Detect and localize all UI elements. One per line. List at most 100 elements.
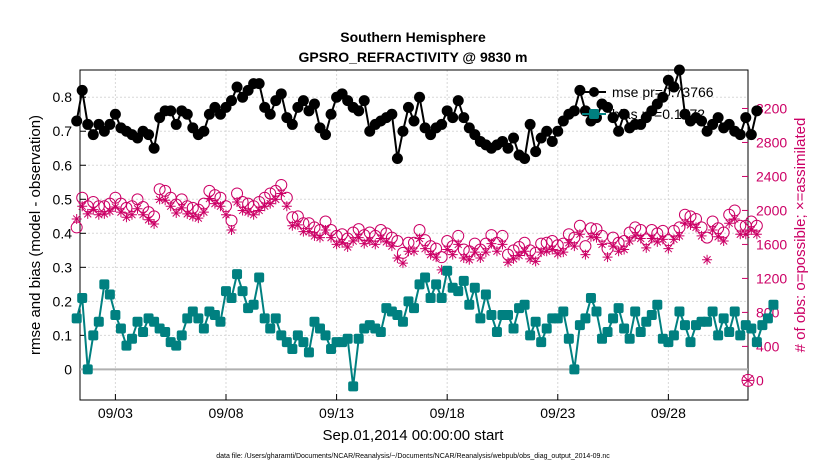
bias-point (248, 299, 259, 310)
bias-point (375, 326, 386, 337)
obs-assimilated-point (348, 236, 359, 247)
rmse-point (574, 84, 586, 96)
bias-point (563, 333, 574, 344)
obs-assimilated-point (503, 257, 514, 268)
bias-point (160, 326, 171, 337)
obs-assimilated-point (497, 239, 508, 250)
bias-point (320, 330, 331, 341)
bias-point (475, 313, 486, 324)
obs-assimilated-point (425, 249, 436, 260)
bias-point (265, 323, 276, 334)
obs-assimilated-point (563, 237, 574, 248)
bias-point (602, 326, 613, 337)
obs-assimilated-point (691, 222, 702, 233)
obs-assimilated-point (99, 208, 110, 219)
y-tick-label: 0.2 (53, 293, 73, 309)
rmse-point (264, 108, 276, 120)
bias-point (508, 323, 519, 334)
obs-assimilated-point (613, 246, 624, 257)
obs-assimilated-point (381, 236, 392, 247)
obs-assimilated-point (751, 229, 762, 240)
bias-point (442, 265, 453, 276)
obs-assimilated-point (143, 214, 154, 225)
obs-assimilated-point (187, 211, 198, 222)
rmse-point (109, 108, 121, 120)
obs-assimilated-point (403, 246, 414, 257)
obs-assimilated-point (392, 253, 403, 264)
y-tick-label: 0.1 (53, 327, 73, 343)
obs-assimilated-point (718, 236, 729, 247)
bias-point (104, 289, 115, 300)
rmse-point (673, 64, 685, 76)
obs-assimilated-point (491, 246, 502, 257)
rmse-point (568, 105, 580, 117)
bias-point (668, 330, 679, 341)
obs-assimilated-point (724, 218, 735, 229)
rmse-point (308, 98, 320, 110)
rmse-point (358, 95, 370, 107)
bias-point (729, 306, 740, 317)
obs-assimilated-point (314, 232, 325, 243)
obs-assimilated-point (104, 206, 115, 217)
series-rmse (71, 64, 763, 164)
bias-point (569, 364, 580, 375)
obs-assimilated-point (547, 244, 558, 255)
obs-assimilated-point (320, 224, 331, 235)
obs-assimilated-point (132, 203, 143, 214)
bias-point (591, 306, 602, 317)
bias-point (409, 303, 419, 314)
obs-assimilated-point (386, 241, 397, 252)
bias-point (132, 316, 143, 327)
obs-assimilated-point (641, 242, 652, 253)
y2-tick-label: 2400 (756, 168, 787, 184)
series-bias (71, 265, 779, 392)
obs-assimilated-point (420, 243, 431, 254)
rmse-point (447, 112, 459, 124)
bias-point (82, 364, 93, 375)
bias-point (342, 333, 353, 344)
obs-assimilated-point (326, 232, 337, 243)
bias-point (298, 337, 309, 348)
obs-assimilated-point (657, 234, 668, 245)
bias-point (193, 313, 204, 324)
y-tick-label: 0.7 (53, 123, 73, 139)
bias-point (348, 381, 359, 392)
rmse-point (745, 129, 757, 141)
rmse-point (353, 105, 365, 117)
obs-assimilated-point (602, 252, 613, 263)
bias-point (397, 316, 408, 327)
obs-assimilated-point (663, 243, 674, 254)
obs-assimilated-point (646, 233, 657, 244)
bias-point (608, 313, 619, 324)
obs-assimilated-point (370, 239, 381, 250)
y-axis-ticks: 0 0.1 0.2 0.3 0.4 0.5 0.6 0.7 0.8 (53, 89, 86, 377)
bias-point (525, 330, 536, 341)
bias-point (99, 279, 110, 290)
obs-assimilated-point (298, 226, 309, 237)
obs-assimilated-point (409, 246, 419, 257)
bias-point (685, 337, 696, 348)
series-obs-assimilated (71, 188, 762, 275)
bias-point (303, 347, 314, 358)
obs-assimilated-point (469, 247, 480, 258)
bias-point (724, 326, 735, 337)
bias-point (270, 313, 281, 324)
bias-point (630, 306, 641, 317)
bias-point (679, 320, 690, 331)
obs-assimilated-point (514, 250, 525, 261)
bias-point (768, 299, 779, 310)
bias-point (115, 323, 126, 334)
obs-assimilated-point (591, 232, 602, 243)
obs-assimilated-point (525, 253, 536, 264)
rmse-point (170, 118, 182, 130)
bias-point (624, 333, 635, 344)
rmse-point (71, 115, 83, 127)
bias-point (237, 286, 248, 297)
obs-assimilated-point (486, 238, 497, 249)
obs-assimilated-point (126, 209, 137, 220)
obs-assimilated-point (149, 219, 160, 230)
obs-assimilated-point (519, 246, 530, 257)
rmse-point (181, 108, 193, 120)
rmse-point (143, 129, 155, 141)
